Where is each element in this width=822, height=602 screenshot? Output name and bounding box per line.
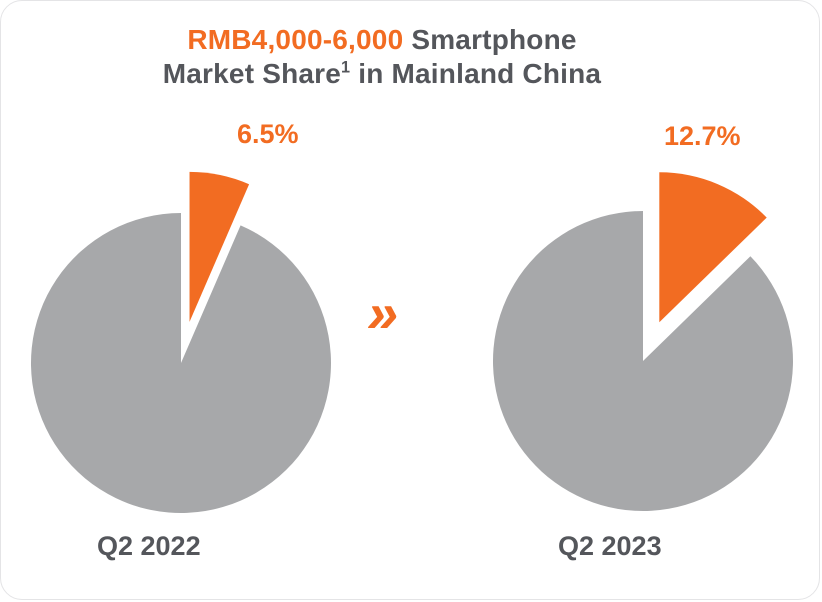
- period-label-q2-2022: Q2 2022: [97, 531, 201, 561]
- pie-chart-q2-2023: [492, 172, 793, 511]
- pie-slice-highlight: [189, 171, 250, 322]
- pie-chart-q2-2022: [30, 171, 331, 513]
- slice-value-label-q2-2022: 6.5%: [237, 119, 299, 149]
- chart-title-highlight: RMB4,000-6,000: [187, 24, 404, 55]
- chart-title: RMB4,000-6,000 Smartphone Market Share1 …: [1, 23, 763, 90]
- pie-slice-rest: [30, 212, 331, 513]
- chart-title-line1-rest: Smartphone: [403, 24, 577, 55]
- chart-title-line2-post: in Mainland China: [350, 57, 602, 89]
- slice-value-label-q2-2023: 12.7%: [664, 121, 741, 151]
- period-label-q2-2023: Q2 2023: [558, 531, 662, 561]
- pie-slice-rest: [492, 210, 793, 511]
- chart-title-line2: Market Share1 in Mainland China: [1, 57, 763, 91]
- pie-slice-highlight: [659, 172, 767, 323]
- footnote-marker: 1: [341, 58, 351, 77]
- double-chevron-icon: »: [367, 281, 399, 344]
- chart-title-line2-pre: Market Share: [162, 57, 342, 89]
- chart-title-line1: RMB4,000-6,000 Smartphone: [1, 23, 763, 57]
